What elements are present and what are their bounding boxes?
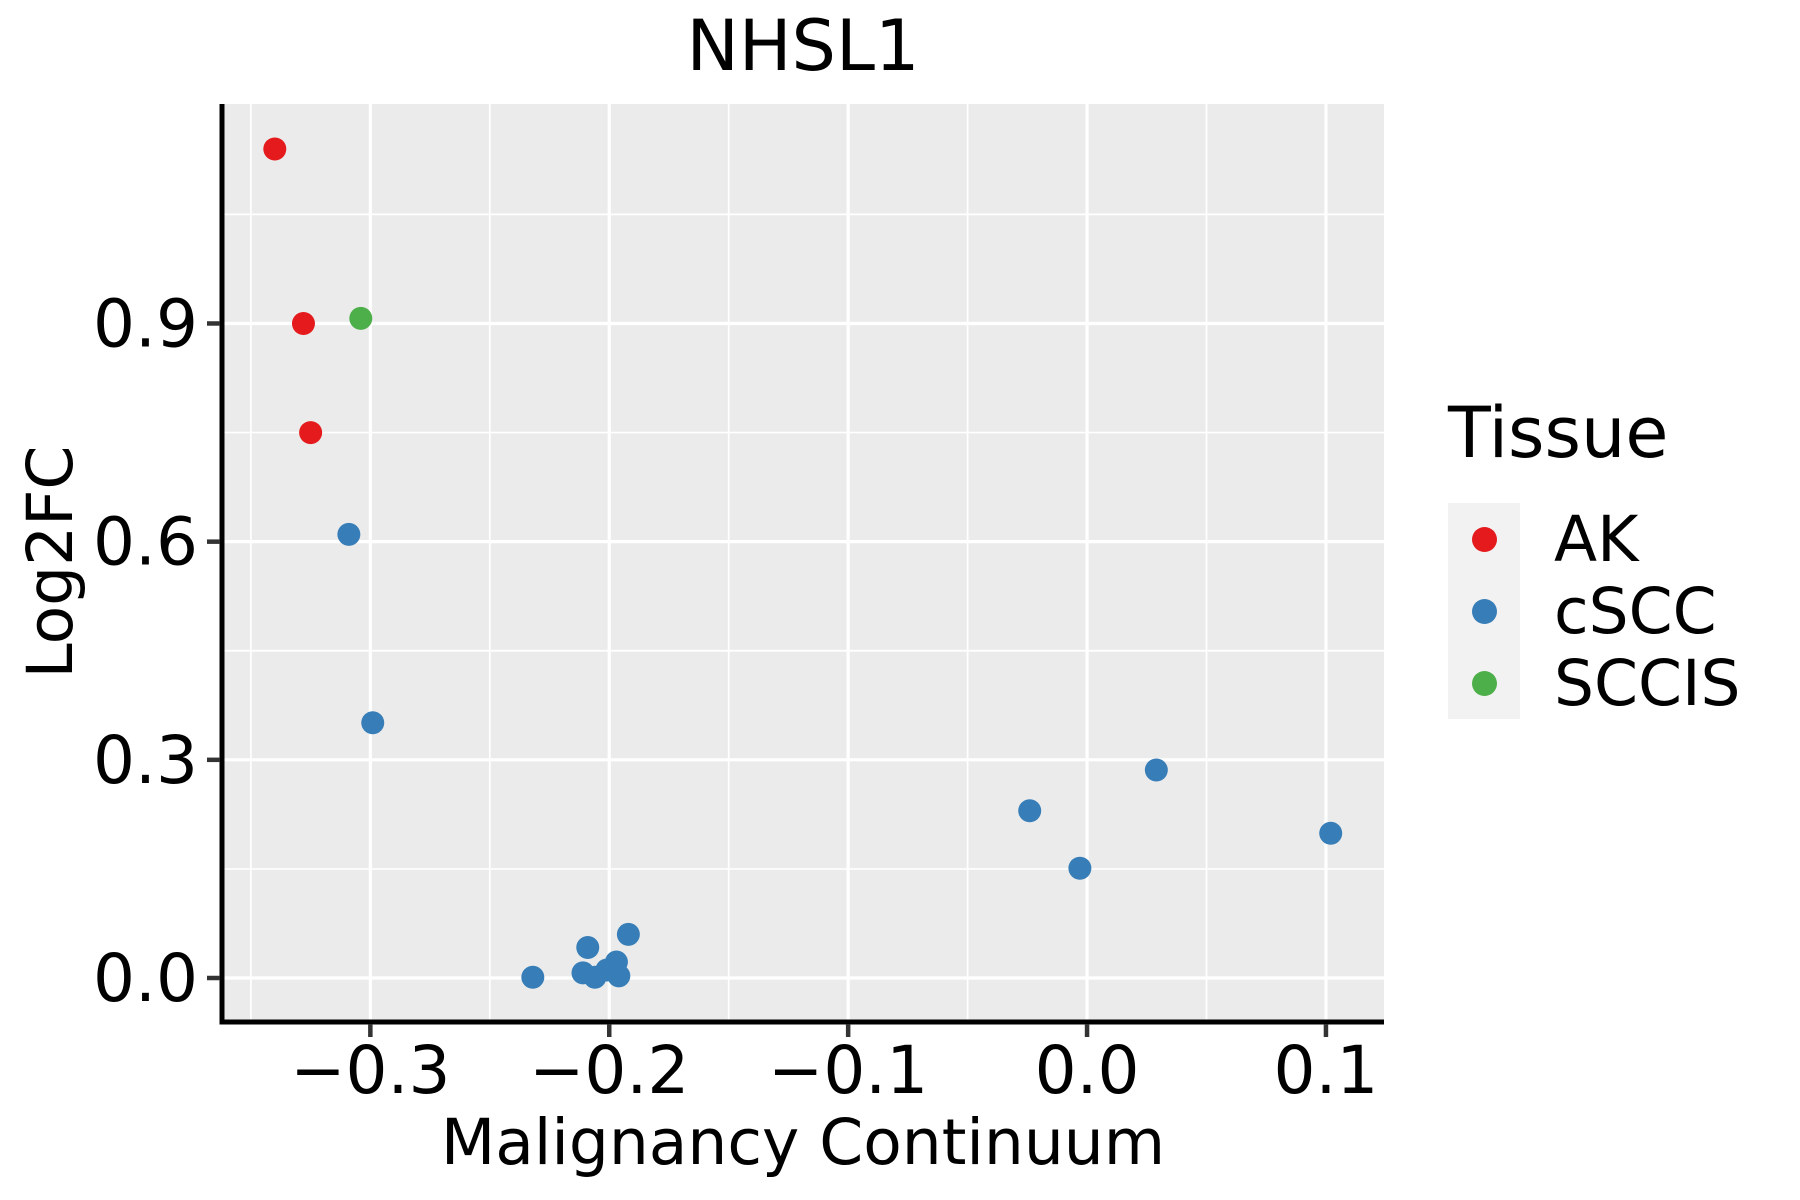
y-tick-label: 0.3	[93, 722, 198, 799]
scatter-point-cscc	[1144, 758, 1168, 782]
y-tick-label: 0.9	[93, 285, 198, 362]
legend-item-label: AK	[1554, 502, 1639, 576]
scatter-point-ak	[263, 137, 287, 161]
legend-item-label: SCCIS	[1554, 646, 1741, 720]
legend-dot-icon	[1471, 670, 1497, 696]
scatter-point-cscc	[607, 964, 631, 988]
legend-dot-icon	[1471, 526, 1497, 552]
scatter-point-cscc	[337, 522, 361, 546]
y-axis-title: Log2FC	[13, 445, 87, 679]
scatter-point-cscc	[576, 935, 600, 959]
x-tick-label: −0.2	[529, 1032, 689, 1109]
y-tick-label: 0.6	[93, 504, 198, 581]
scatter-point-cscc	[616, 922, 640, 946]
scatter-point-ak	[299, 421, 323, 445]
legend-items: AK cSCC SCCIS	[1448, 503, 1788, 719]
x-tick-label: 0.0	[1035, 1032, 1140, 1109]
plot-title: NHSL1	[686, 5, 920, 87]
y-tick-label: 0.0	[93, 940, 198, 1017]
scatter-point-sccis	[349, 306, 373, 330]
scatter-point-cscc	[1018, 799, 1042, 823]
legend: Tissue AK cSCC SCCIS	[1448, 396, 1788, 719]
legend-dot-icon	[1471, 598, 1497, 624]
x-axis-title: Malignancy Continuum	[440, 1105, 1166, 1179]
x-tick-label: −0.3	[290, 1032, 450, 1109]
legend-item-cscc: cSCC	[1448, 575, 1788, 647]
scatter-point-cscc	[1068, 856, 1092, 880]
scatter-point-cscc	[361, 711, 385, 735]
legend-item-ak: AK	[1448, 503, 1788, 575]
scatter-point-ak	[291, 311, 315, 335]
legend-title: Tissue	[1448, 392, 1669, 474]
scatter-point-cscc	[521, 965, 545, 989]
x-tick-label: −0.1	[768, 1032, 928, 1109]
legend-item-sccis: SCCIS	[1448, 647, 1788, 719]
legend-key-cscc	[1448, 575, 1520, 647]
scatter-point-cscc	[1319, 821, 1343, 845]
x-tick-label: 0.1	[1273, 1032, 1378, 1109]
legend-item-label: cSCC	[1554, 574, 1717, 648]
legend-key-sccis	[1448, 647, 1520, 719]
legend-key-ak	[1448, 503, 1520, 575]
plot-panel	[222, 104, 1384, 1022]
